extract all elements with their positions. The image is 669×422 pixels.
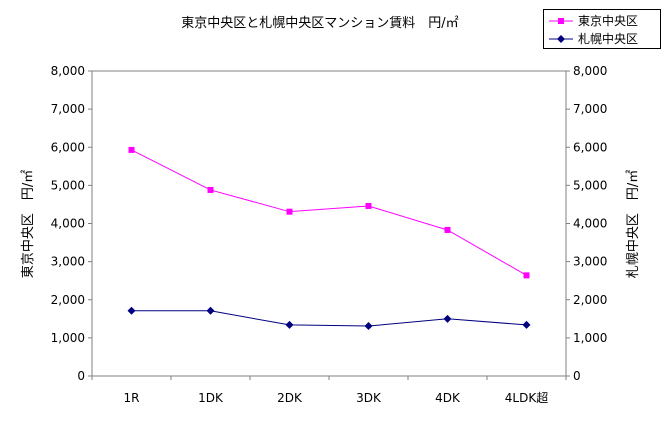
data-point <box>285 320 294 329</box>
left-axis-tick-label: 5,000 <box>51 178 85 192</box>
right-axis-tick-label: 6,000 <box>573 140 607 154</box>
right-axis-tick-label: 3,000 <box>573 255 607 269</box>
chart-title: 東京中央区と札幌中央区マンション賃料 円/㎡ <box>181 15 458 31</box>
right-axis-tick-label: 1,000 <box>573 331 607 345</box>
right-axis-tick-label: 0 <box>573 369 581 383</box>
series-line <box>131 149 527 276</box>
left-axis-tick-label: 6,000 <box>51 140 85 154</box>
data-point <box>207 186 214 193</box>
data-point <box>444 226 451 233</box>
chart-legend: 東京中央区 札幌中央区 <box>543 9 661 49</box>
x-axis-tick-labels: 1R 1DK 2DK 3DK 4DK 4LDK超 <box>91 376 567 405</box>
data-point <box>127 306 136 315</box>
data-point <box>364 322 373 331</box>
legend-item-tokyo: 東京中央区 <box>544 13 660 29</box>
right-axis-label: 札幌中央区 円/㎡ <box>625 170 641 278</box>
legend-label-tokyo: 東京中央区 <box>578 14 639 28</box>
left-axis-tick-label: 0 <box>77 369 85 383</box>
x-axis-tick-label: 1R <box>124 391 140 405</box>
left-axis-label: 東京中央区 円/㎡ <box>20 170 36 278</box>
series-layer <box>127 146 531 331</box>
right-axis-tick-label: 4,000 <box>573 217 607 231</box>
right-axis-tick-label: 2,000 <box>573 293 607 307</box>
x-axis-tick-label: 4LDK超 <box>505 390 548 405</box>
data-point <box>206 306 215 315</box>
left-axis-tick-label: 2,000 <box>51 293 85 307</box>
left-axis-tick-label: 3,000 <box>51 255 85 269</box>
series-line <box>131 310 527 327</box>
legend-label-sapporo: 札幌中央区 <box>578 32 639 46</box>
x-axis-tick-label: 2DK <box>277 391 303 405</box>
legend-swatch-sapporo <box>549 35 573 43</box>
data-point <box>365 202 372 209</box>
plot-area <box>91 70 567 377</box>
right-axis-tick-label: 5,000 <box>573 178 607 192</box>
left-axis-tick-label: 1,000 <box>51 331 85 345</box>
data-point <box>128 146 135 153</box>
x-axis-tick-label: 1DK <box>198 391 224 405</box>
left-axis-tick-labels: 0 1,000 2,000 3,000 4,000 5,000 6,000 7,000 8,00… <box>51 64 92 383</box>
left-axis-tick-label: 4,000 <box>51 217 85 231</box>
data-point <box>523 272 530 279</box>
data-point <box>286 208 293 215</box>
legend-swatch-tokyo <box>549 18 573 24</box>
left-axis-tick-label: 7,000 <box>51 102 85 116</box>
left-axis-tick-label: 8,000 <box>51 64 85 78</box>
data-point <box>522 320 531 329</box>
x-axis-tick-label: 4DK <box>435 391 461 405</box>
x-axis-tick-label: 3DK <box>356 391 382 405</box>
right-axis-tick-labels: 0 1,000 2,000 3,000 4,000 5,000 6,000 7,000 8,00… <box>566 64 607 383</box>
right-axis-tick-label: 8,000 <box>573 64 607 78</box>
data-point <box>443 314 452 323</box>
right-axis-tick-label: 7,000 <box>573 102 607 116</box>
legend-item-sapporo: 札幌中央区 <box>544 31 660 47</box>
